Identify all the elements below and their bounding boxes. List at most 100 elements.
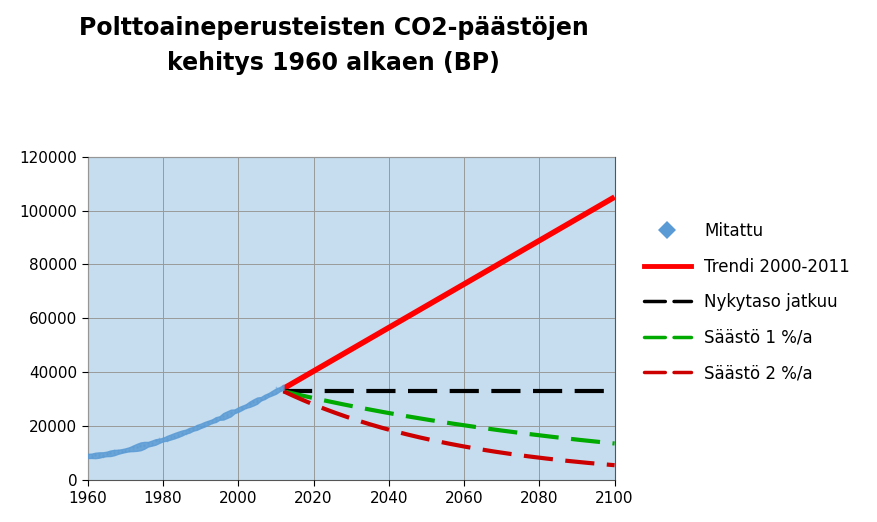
Point	[261, 390, 275, 399]
Point	[175, 429, 189, 437]
Point	[118, 447, 132, 456]
Point	[111, 446, 125, 454]
Point	[141, 439, 155, 447]
Point	[89, 450, 103, 459]
Point	[96, 453, 110, 461]
Point	[152, 434, 166, 443]
Point	[189, 424, 203, 432]
Point	[268, 385, 282, 393]
Point	[246, 397, 260, 406]
Point	[125, 445, 139, 454]
Point	[189, 422, 203, 430]
Point	[212, 414, 226, 423]
Point	[227, 407, 241, 416]
Point	[242, 400, 256, 408]
Point	[84, 452, 98, 460]
Point	[216, 412, 230, 420]
Point	[276, 383, 290, 391]
Point	[96, 451, 110, 459]
Point	[209, 417, 223, 425]
Point	[160, 435, 174, 443]
Point	[265, 389, 279, 398]
Point	[273, 384, 287, 393]
Point	[239, 401, 253, 410]
Point	[160, 433, 174, 442]
Point	[81, 450, 95, 458]
Point	[130, 443, 144, 452]
Point	[118, 446, 132, 454]
Point	[178, 429, 192, 437]
Point	[156, 436, 170, 445]
Point	[175, 429, 189, 437]
Point	[160, 437, 174, 445]
Point	[212, 413, 226, 422]
Point	[137, 442, 151, 450]
Point	[171, 431, 185, 439]
Point	[122, 444, 136, 453]
Point	[137, 441, 151, 449]
Point	[242, 400, 256, 408]
Point	[276, 382, 290, 390]
Point	[141, 441, 155, 449]
Point	[163, 433, 177, 441]
Point	[224, 409, 238, 417]
Legend: Mitattu, Trendi 2000-2011, Nykytaso jatkuu, Säästö 1 %/a, Säästö 2 %/a: Mitattu, Trendi 2000-2011, Nykytaso jatk…	[643, 222, 849, 382]
Point	[163, 432, 177, 441]
Point	[194, 423, 208, 432]
Point	[246, 398, 260, 406]
Point	[130, 443, 144, 452]
Point	[186, 424, 200, 433]
Point	[204, 416, 218, 424]
Point	[96, 450, 110, 459]
Point	[171, 430, 185, 438]
Point	[204, 418, 218, 426]
Point	[133, 441, 147, 449]
Point	[103, 448, 118, 456]
Point	[216, 414, 230, 422]
Point	[273, 385, 287, 394]
Point	[197, 421, 211, 430]
Point	[224, 409, 238, 417]
Point	[107, 446, 121, 454]
Point	[261, 390, 275, 399]
Point	[99, 449, 113, 457]
Point	[220, 410, 234, 419]
Point	[265, 388, 279, 397]
Point	[242, 399, 256, 407]
Point	[133, 441, 147, 449]
Point	[268, 388, 282, 396]
Point	[133, 442, 147, 450]
Point	[231, 407, 245, 415]
Point	[224, 408, 238, 416]
Point	[235, 404, 249, 412]
Text: Polttoaineperusteisten CO2-päästöjen
kehitys 1960 alkaen (BP): Polttoaineperusteisten CO2-päästöjen keh…	[79, 16, 588, 75]
Point	[268, 383, 282, 391]
Point	[231, 407, 245, 415]
Point	[227, 408, 241, 416]
Point	[152, 437, 166, 445]
Point	[163, 434, 177, 442]
Point	[178, 426, 192, 435]
Point	[92, 449, 106, 458]
Point	[89, 450, 103, 459]
Point	[276, 384, 290, 393]
Point	[168, 432, 182, 440]
Point	[186, 425, 200, 433]
Point	[239, 404, 253, 412]
Point	[197, 421, 211, 429]
Point	[89, 451, 103, 459]
Point	[115, 446, 129, 455]
Point	[250, 398, 264, 406]
Point	[204, 417, 218, 425]
Point	[175, 429, 189, 437]
Point	[145, 438, 159, 447]
Point	[253, 395, 267, 404]
Point	[118, 447, 132, 455]
Point	[209, 415, 223, 423]
Point	[141, 438, 155, 447]
Point	[152, 436, 166, 445]
Point	[122, 446, 136, 455]
Point	[273, 385, 287, 393]
Point	[168, 433, 182, 441]
Point	[168, 432, 182, 441]
